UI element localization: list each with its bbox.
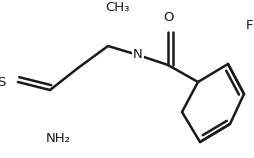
Text: S: S bbox=[0, 76, 6, 88]
Text: F: F bbox=[246, 19, 253, 32]
Text: NH₂: NH₂ bbox=[45, 132, 71, 145]
Text: CH₃: CH₃ bbox=[106, 1, 130, 14]
Text: O: O bbox=[163, 11, 173, 24]
Text: N: N bbox=[133, 49, 143, 61]
